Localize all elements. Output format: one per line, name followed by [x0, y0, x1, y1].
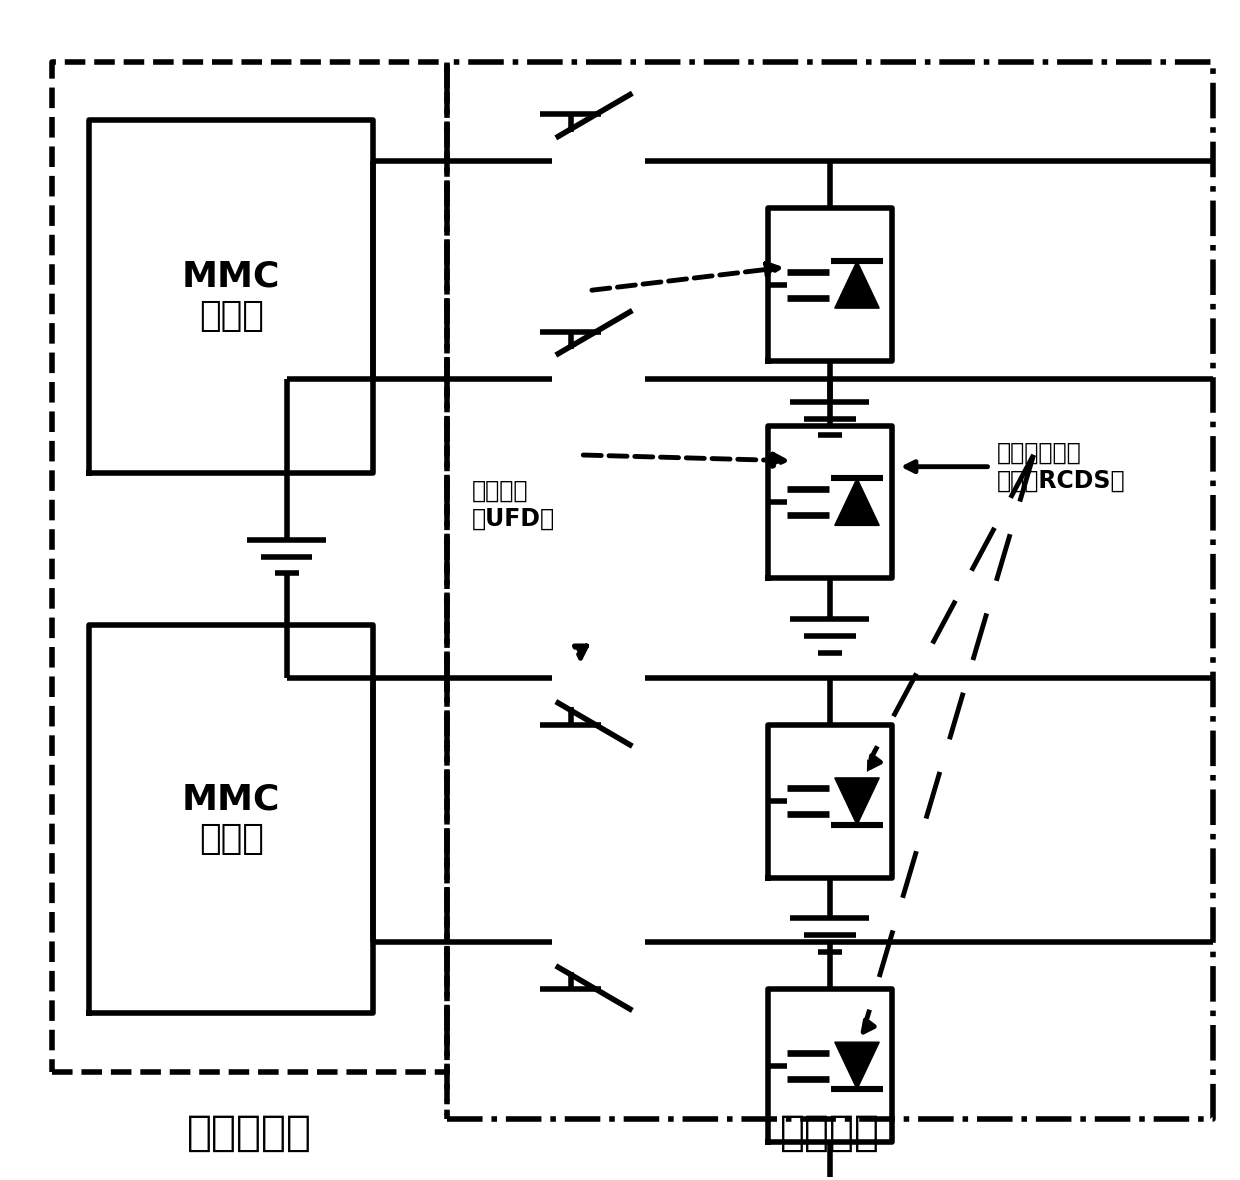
- Text: MMC
换流器: MMC 换流器: [182, 260, 280, 333]
- Text: 换流器单元: 换流器单元: [187, 1112, 312, 1154]
- Polygon shape: [835, 478, 879, 525]
- Polygon shape: [835, 778, 879, 825]
- Text: 隔离开关
（UFD）: 隔离开关 （UFD）: [472, 479, 556, 531]
- Text: 剩余电流泄放
支路（RCDS）: 剩余电流泄放 支路（RCDS）: [997, 441, 1125, 492]
- Polygon shape: [835, 261, 879, 308]
- Text: 线路单元: 线路单元: [780, 1112, 880, 1154]
- Polygon shape: [835, 1042, 879, 1089]
- Text: MMC
换流器: MMC 换流器: [182, 782, 280, 856]
